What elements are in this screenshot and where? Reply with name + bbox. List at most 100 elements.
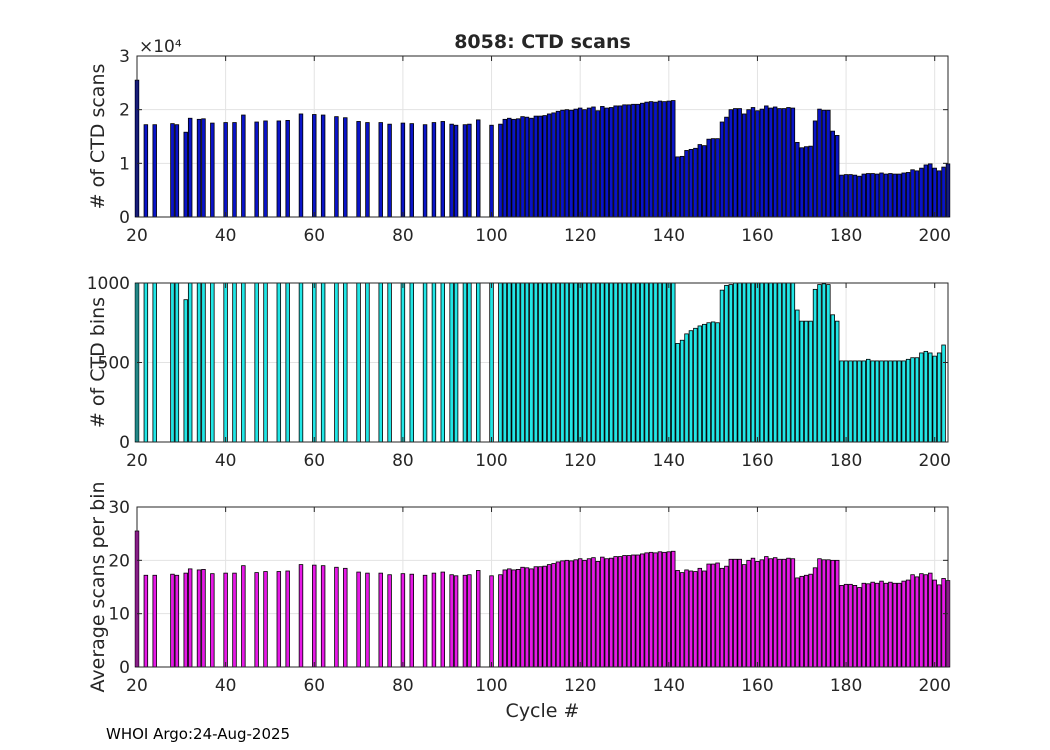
bar (803, 320, 809, 443)
bar (741, 282, 747, 443)
bar (839, 360, 844, 443)
y-tick-label: 0 (119, 658, 130, 678)
bar (422, 282, 428, 443)
bar (866, 358, 871, 443)
bar (799, 147, 804, 218)
bar (728, 284, 734, 443)
bar (409, 123, 414, 218)
bar (263, 120, 268, 218)
bar (710, 563, 716, 668)
bar (848, 360, 853, 443)
x-tick-label: 140 (653, 676, 685, 696)
bar (387, 282, 392, 443)
bar (254, 282, 259, 443)
y-tick-label: 1 (119, 154, 130, 174)
bar (715, 138, 720, 218)
bar (582, 109, 587, 218)
bar (688, 570, 694, 668)
bar (276, 282, 282, 443)
bar (733, 282, 738, 443)
bar (888, 173, 893, 218)
bar (706, 563, 711, 668)
bar (768, 107, 773, 218)
bar (843, 360, 849, 443)
bar (648, 551, 654, 668)
x-tick-label: 40 (215, 676, 237, 696)
bar (653, 552, 658, 668)
bar (476, 119, 481, 218)
bar (582, 282, 587, 443)
bar (343, 567, 348, 668)
footer-text: WHOI Argo:24-Aug-2025 (106, 725, 291, 743)
bar (635, 103, 640, 218)
bar (737, 282, 742, 443)
bar (595, 282, 601, 443)
bar (892, 360, 898, 443)
bar (799, 575, 804, 668)
bar (914, 357, 920, 443)
bar (400, 122, 406, 218)
bar (631, 554, 636, 668)
bar (781, 282, 787, 443)
bar (524, 567, 530, 668)
bar (830, 130, 835, 218)
bar (378, 122, 383, 218)
x-tick-label: 40 (215, 226, 237, 246)
bar (595, 561, 601, 668)
bar (777, 282, 782, 443)
bar (826, 284, 831, 443)
bar (857, 360, 862, 443)
bar (808, 145, 813, 218)
bar (857, 175, 862, 218)
bar (812, 288, 818, 443)
bar (936, 352, 942, 443)
bar (640, 102, 645, 218)
bar (449, 574, 454, 668)
bar (498, 123, 503, 218)
bar (768, 282, 773, 443)
bar (498, 574, 503, 668)
bar (520, 566, 525, 668)
bar (298, 564, 304, 668)
bar (679, 339, 685, 443)
x-tick-label: 20 (126, 451, 148, 471)
bar (489, 282, 494, 443)
bar (608, 282, 614, 443)
y-axis-label: # of CTD bins (87, 297, 109, 428)
bar (409, 282, 414, 443)
bar (591, 106, 596, 218)
bar (919, 167, 924, 218)
bar (378, 282, 383, 443)
bar (834, 135, 840, 218)
bar (462, 574, 468, 668)
bar (750, 557, 756, 668)
bar (724, 284, 729, 443)
bar (755, 282, 760, 443)
bar (586, 558, 592, 668)
bar (919, 573, 924, 668)
bar (538, 115, 543, 218)
avg-scans-panel: 20 40 60 80 100 120 140 160 180 200 0 10 20 30Average… (87, 481, 951, 722)
bar (378, 572, 383, 668)
bar (520, 116, 525, 218)
bar (196, 118, 202, 218)
bar (936, 170, 942, 218)
x-tick-label: 140 (653, 226, 685, 246)
bar (276, 571, 282, 668)
bar (604, 558, 609, 668)
bar (675, 156, 680, 218)
bar (285, 570, 290, 668)
bar (759, 559, 765, 668)
bar (555, 110, 561, 218)
bar (622, 104, 627, 218)
bar (387, 574, 392, 668)
bar (737, 558, 742, 668)
bar (781, 558, 787, 668)
bar (897, 173, 902, 218)
bar (817, 284, 822, 443)
bar (573, 282, 578, 443)
bar (152, 574, 157, 668)
bar (533, 566, 539, 668)
bar (693, 327, 698, 443)
bar (657, 100, 663, 218)
